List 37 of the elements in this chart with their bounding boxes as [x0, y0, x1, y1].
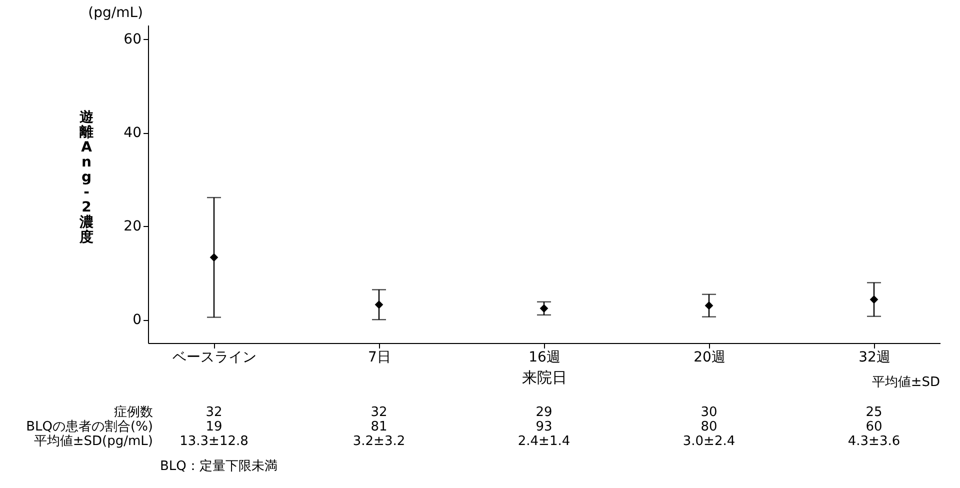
text: 19 [206, 420, 222, 434]
text: 平均値±SD [872, 375, 940, 390]
point [704, 301, 714, 310]
point [210, 253, 218, 262]
x-tick-label: 7日 [368, 350, 391, 366]
text: 遊離Ang-2濃度 [80, 110, 94, 246]
text: 平均値±SD(pg/mL) [34, 434, 153, 449]
text: 4.3±3.6 [848, 434, 900, 449]
y-tick-label: 60 [124, 32, 142, 48]
text: 80 [700, 420, 718, 434]
text: 25 [866, 405, 882, 420]
text: (pg/mL) [88, 5, 143, 21]
x-tick-label: 16週 [528, 350, 560, 366]
text: 32 [370, 405, 388, 420]
x-tick-label: 20週 [694, 350, 726, 366]
x-axis-title: 来院日 [522, 368, 567, 386]
x-tick-label: 32週 [858, 350, 890, 366]
y-tick-label: 40 [124, 125, 142, 142]
text: 93 [536, 420, 552, 434]
text: 81 [370, 420, 388, 434]
text: 60 [866, 420, 882, 434]
point [870, 295, 878, 304]
y-tick-label: 20 [124, 218, 142, 235]
text: 3.0±2.4 [682, 434, 736, 449]
text: 症例数 [114, 405, 153, 420]
x-tick-label: ベースライン [172, 350, 256, 366]
text: 3.2±3.2 [352, 434, 406, 449]
text: 30 [700, 405, 718, 420]
text: BLQの患者の割合(%) [26, 420, 153, 434]
y-tick-label: 0 [132, 312, 142, 328]
text: 32 [206, 405, 222, 420]
text: 29 [536, 405, 552, 420]
text: 13.3±12.8 [180, 434, 248, 449]
text: BLQ：定量下限未満 [160, 459, 278, 474]
point [540, 304, 548, 313]
text: 2.4±1.4 [518, 434, 570, 449]
point [374, 300, 384, 309]
